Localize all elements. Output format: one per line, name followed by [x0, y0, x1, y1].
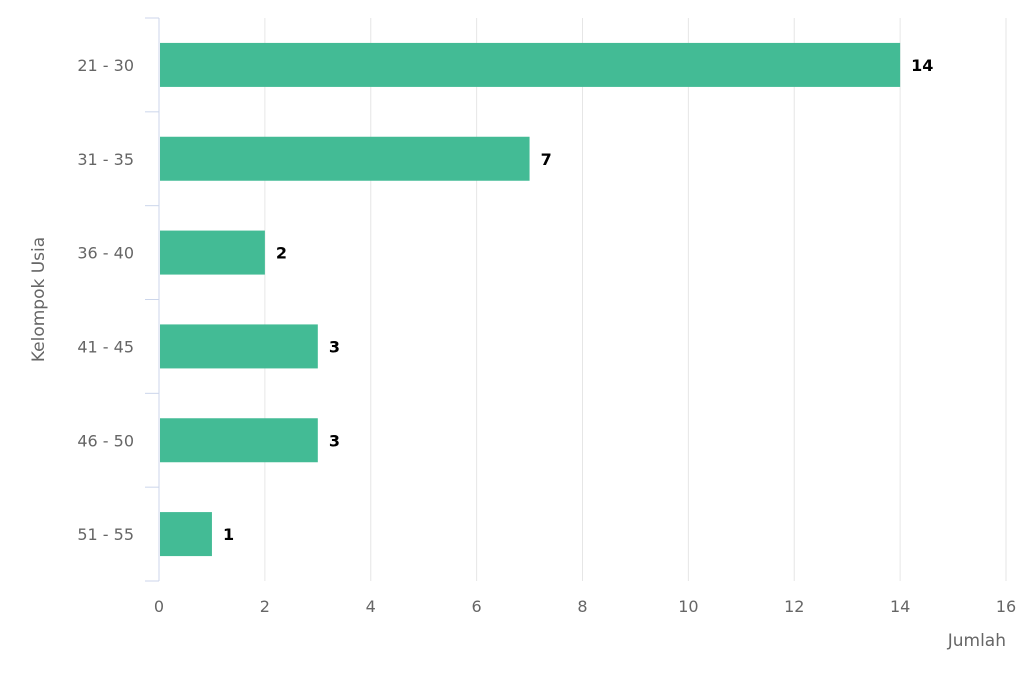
- category-axis: [145, 17, 160, 582]
- bar[interactable]: [160, 324, 318, 369]
- category-label: 41 - 45: [77, 337, 134, 356]
- bar[interactable]: [160, 42, 901, 87]
- x-tick-label: 16: [996, 597, 1016, 616]
- category-labels: 21 - 30 31 - 35 36 - 40 41 - 45 46 - 50 51 - …: [77, 56, 134, 544]
- bar[interactable]: [160, 418, 318, 463]
- category-label: 36 - 40: [77, 244, 134, 263]
- x-tick-label: 12: [784, 597, 804, 616]
- x-tick-label: 10: [678, 597, 698, 616]
- x-axis-title: Jumlah: [947, 631, 1006, 651]
- y-axis-title: Kelompok Usia: [29, 237, 49, 362]
- data-label: 3: [329, 431, 340, 450]
- x-tick-label: 2: [260, 597, 270, 616]
- category-label: 46 - 50: [77, 431, 134, 450]
- data-label: 1: [223, 525, 234, 544]
- x-tick-label: 0: [154, 597, 164, 616]
- data-label: 7: [541, 150, 552, 169]
- bar[interactable]: [160, 230, 265, 275]
- x-tick-label: 8: [577, 597, 587, 616]
- category-label: 51 - 55: [77, 525, 134, 544]
- x-tick-label: 4: [366, 597, 376, 616]
- data-label: 14: [911, 56, 933, 75]
- data-label: 2: [276, 244, 287, 263]
- bar[interactable]: [160, 136, 530, 181]
- category-label: 31 - 35: [77, 150, 134, 169]
- data-label: 3: [329, 337, 340, 356]
- bars: [160, 42, 901, 557]
- x-tick-label: 14: [890, 597, 910, 616]
- grid-lines: [264, 18, 1007, 581]
- x-tick-label: 6: [472, 597, 482, 616]
- data-labels: 14 7 2 3 3 1: [223, 56, 933, 544]
- bar[interactable]: [160, 512, 212, 557]
- value-tick-labels: 0 2 4 6 8 10 12 14 16: [154, 597, 1016, 616]
- category-label: 21 - 30: [77, 56, 134, 75]
